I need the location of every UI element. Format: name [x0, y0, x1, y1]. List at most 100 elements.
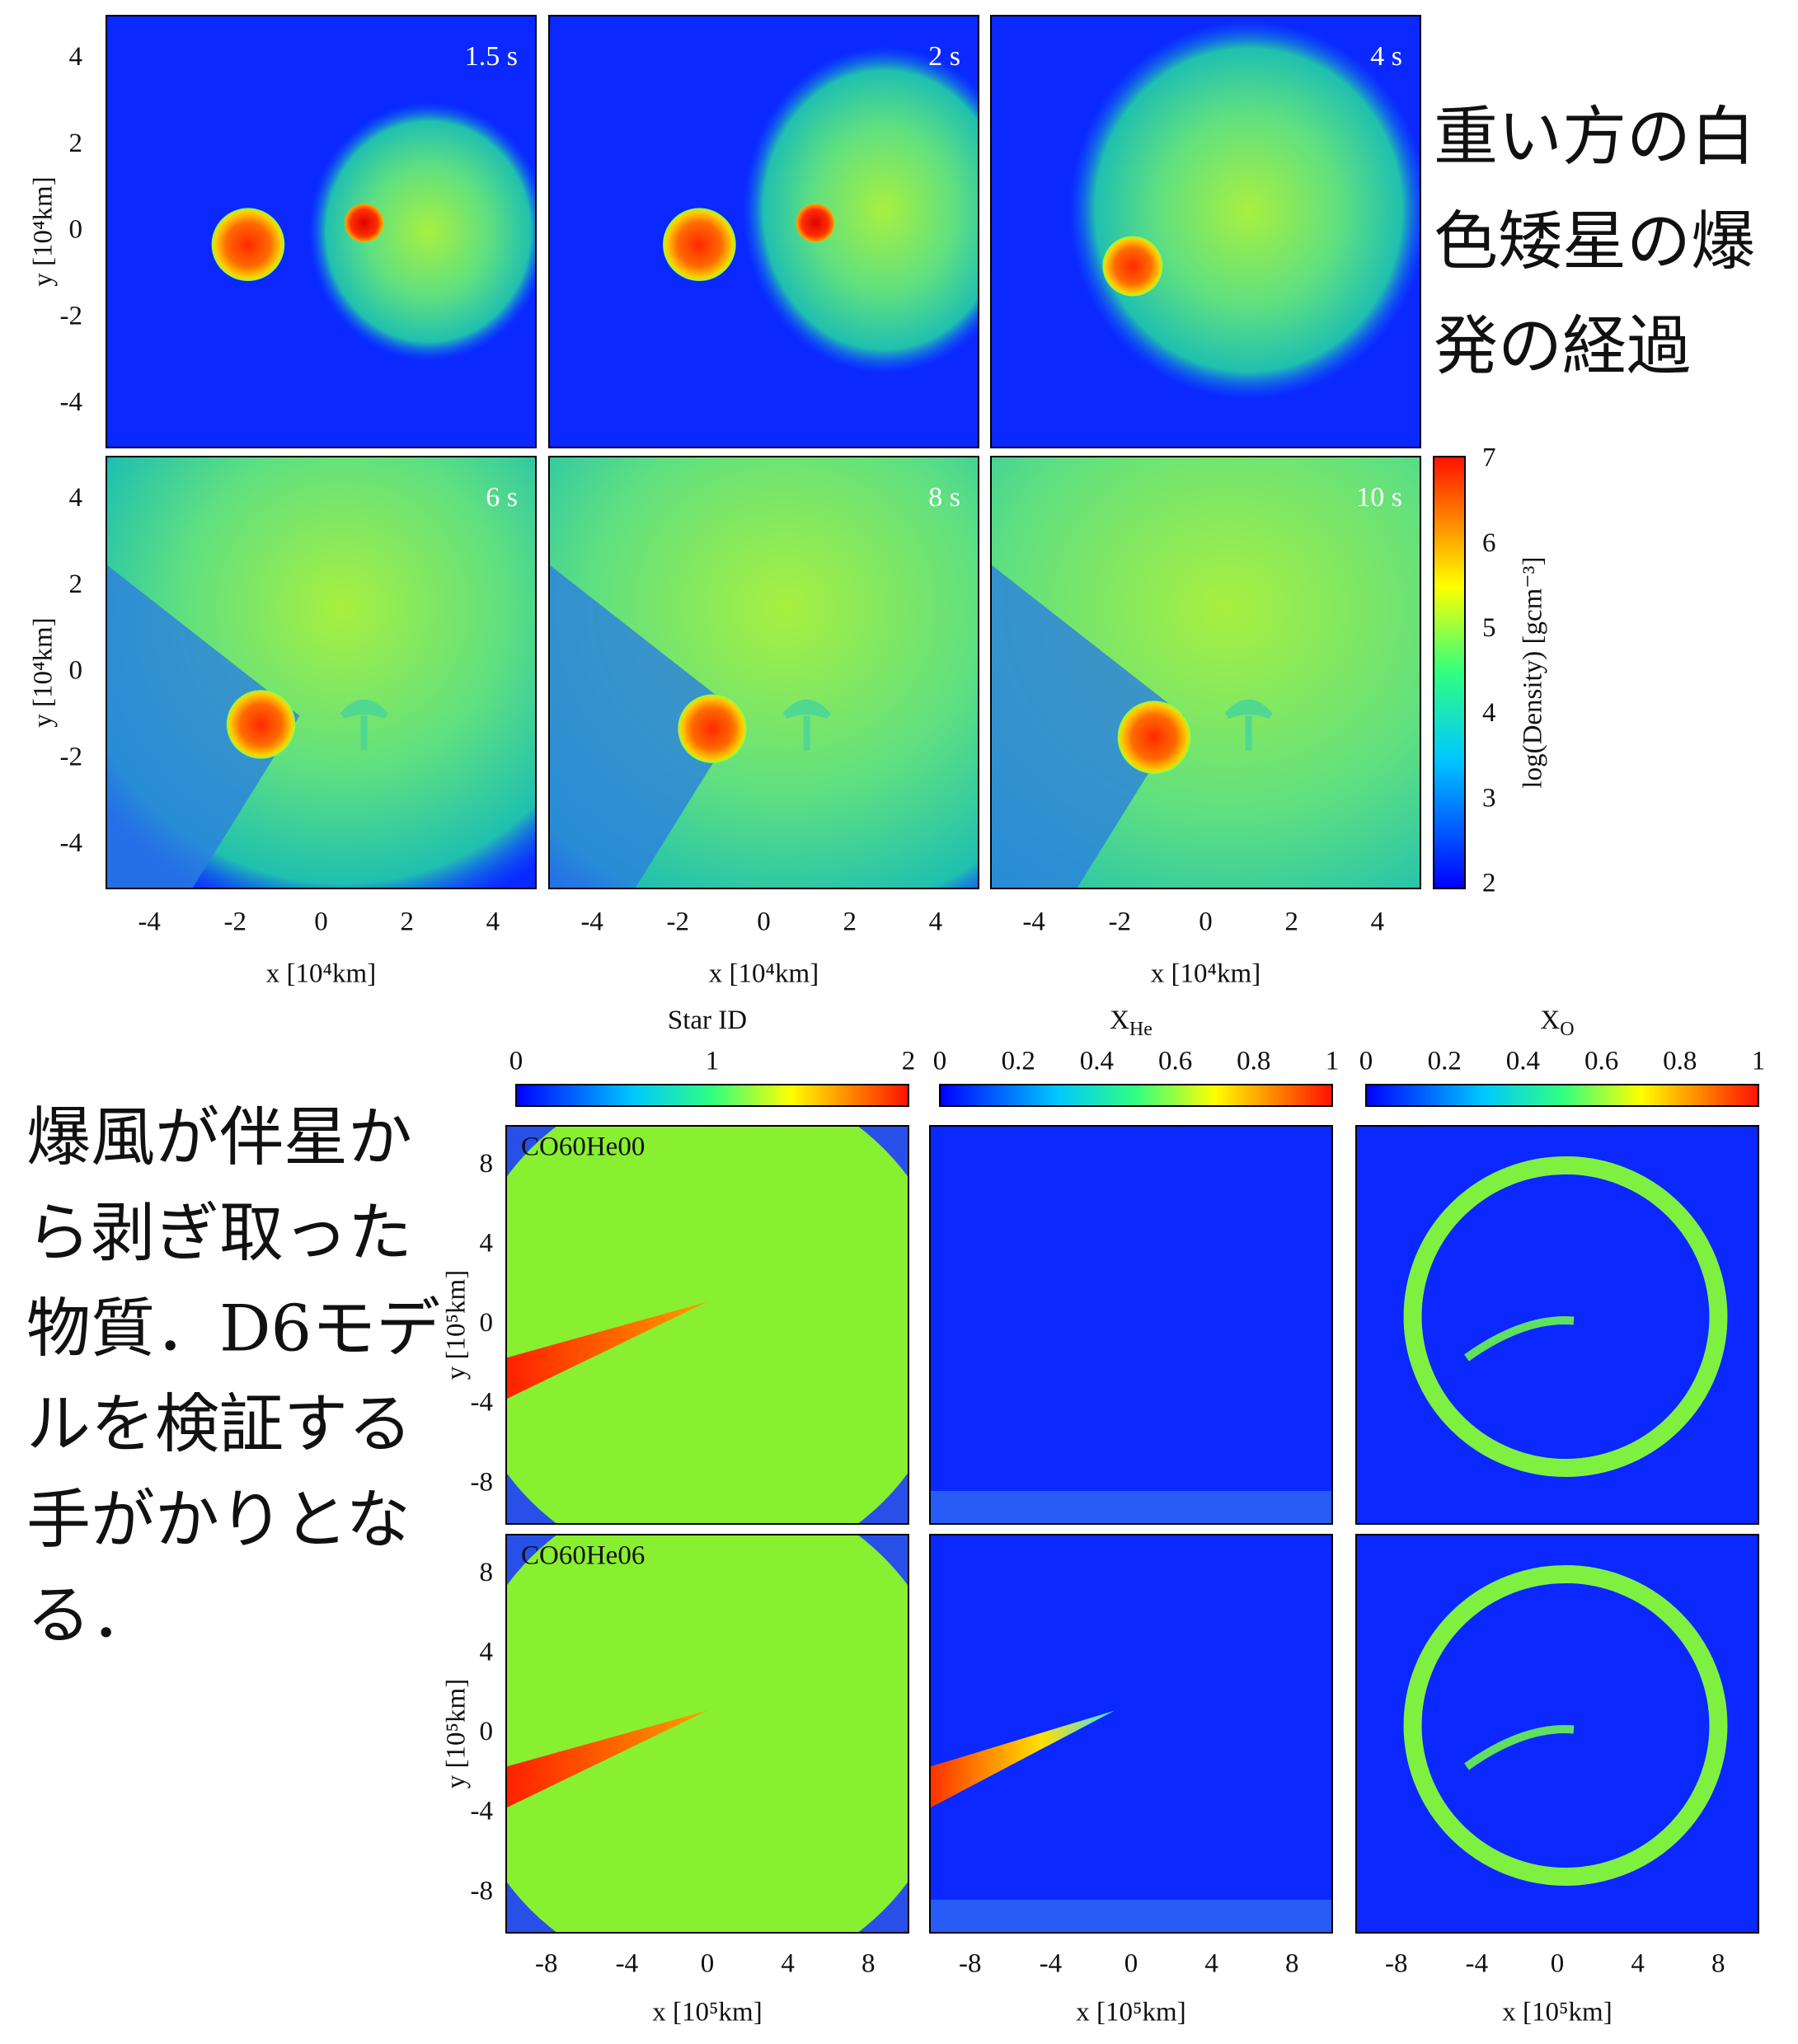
density-panel: 4 s	[991, 16, 1429, 448]
composition-panel	[930, 1535, 1332, 1933]
y-tick-label: -8	[471, 1876, 494, 1906]
title-main: Star ID	[668, 1006, 747, 1035]
y-tick-label: 8	[480, 1558, 494, 1587]
colorbar-tick-label: 5	[1482, 613, 1496, 643]
y-tick-label: -4	[471, 1797, 494, 1826]
noise-band	[930, 1900, 1332, 1933]
x-tick-label: 0	[1199, 907, 1213, 937]
y-tick-label: 0	[69, 656, 83, 686]
colorbar-tick-label: 7	[1482, 443, 1496, 473]
composition-panel: CO60He06	[458, 1484, 956, 1983]
colorbar-tick-label: 1	[1752, 1047, 1766, 1076]
exploding-core	[796, 204, 835, 242]
caption-line: 発の経過	[1434, 310, 1691, 384]
x-axis-label: x [10⁴km]	[709, 959, 819, 989]
x-tick-label: -4	[616, 1949, 639, 1979]
x-tick-label: 4	[1371, 907, 1385, 937]
colorbar-tick-label: 3	[1482, 783, 1496, 813]
time-label: 4 s	[1370, 41, 1402, 72]
title-sub: He	[1129, 1019, 1153, 1040]
colorbar-tick-label: 6	[1482, 528, 1496, 558]
figure: 1.5 s2 s4 s6 s8 s10 s420-2-4y [10⁴km]420…	[0, 0, 1798, 2044]
x-axis-label: x [10⁴km]	[1151, 959, 1260, 989]
exploding-core	[345, 204, 383, 242]
colorbar-tick-label: 0.6	[1584, 1047, 1618, 1076]
model-label: CO60He00	[521, 1132, 645, 1162]
colorbar-tick-label: 0.2	[1428, 1047, 1462, 1076]
panel-content	[1068, 20, 1429, 400]
colorbar	[940, 1085, 1332, 1106]
y-tick-label: 4	[69, 483, 83, 513]
x-tick-label: 0	[701, 1949, 715, 1979]
x-tick-label: 2	[400, 907, 414, 937]
caption-line: 色矮星の爆	[1434, 205, 1755, 279]
companion-star	[1118, 701, 1191, 774]
y-tick-label: -4	[471, 1388, 494, 1418]
y-axis-label: y [10⁴km]	[29, 176, 59, 286]
colorbar-label: log(Density) [gcm⁻³]	[1519, 556, 1548, 788]
colorbar-tick-label: 0.8	[1663, 1047, 1697, 1076]
y-tick-label: -2	[60, 301, 83, 331]
title-main: X	[1540, 1006, 1560, 1035]
x-tick-label: -4	[1040, 1949, 1063, 1979]
x-tick-label: -8	[1385, 1949, 1408, 1979]
x-axis-label: x [10⁵km]	[1502, 1998, 1612, 2028]
companion-star	[678, 694, 746, 762]
density-panel: 2 s	[549, 16, 1026, 448]
density-panel: 1.5 s	[106, 16, 549, 448]
colorbar-title: XHe	[1110, 1006, 1153, 1040]
y-tick-label: 4	[480, 1228, 494, 1258]
x-tick-label: 0	[1124, 1949, 1138, 1979]
y-axis-label: y [10⁴km]	[29, 617, 59, 727]
x-tick-label: -2	[667, 907, 690, 937]
y-tick-label: -4	[60, 387, 83, 417]
x-tick-label: -4	[138, 907, 161, 937]
y-tick-label: 2	[69, 570, 83, 599]
colorbar-tick-label: 1	[1326, 1047, 1340, 1076]
y-tick-label: 4	[480, 1637, 494, 1667]
colorbar-tick-label: 0.6	[1158, 1047, 1192, 1076]
panel-background	[930, 1535, 1332, 1933]
composition-panel	[1356, 1535, 1758, 1933]
x-tick-label: 8	[1285, 1949, 1299, 1979]
y-tick-label: 8	[480, 1149, 494, 1179]
composition-panel	[930, 1126, 1332, 1524]
y-tick-label: -2	[60, 742, 83, 771]
colorbar-tick-label: 0	[933, 1047, 947, 1076]
x-tick-label: 8	[861, 1949, 876, 1979]
colorbar-tick-label: 0	[1359, 1047, 1373, 1076]
colorbar-tick-label: 0.4	[1080, 1047, 1114, 1076]
x-axis-label: x [10⁵km]	[1076, 1998, 1185, 2028]
time-label: 2 s	[928, 41, 960, 72]
x-tick-label: -4	[1022, 907, 1045, 937]
composition-panel: CO60He00	[458, 1076, 956, 1574]
x-tick-label: 2	[843, 907, 857, 937]
x-tick-label: 4	[781, 1949, 795, 1979]
colorbar-tick-label: 0.8	[1237, 1047, 1270, 1076]
y-axis-label: y [10⁵km]	[442, 1270, 472, 1380]
x-tick-label: 4	[1631, 1949, 1645, 1979]
time-label: 6 s	[486, 482, 518, 513]
x-axis-label: x [10⁴km]	[266, 959, 376, 989]
panel-content	[1356, 1126, 1758, 1524]
companion-star	[227, 690, 295, 758]
panel-content	[1356, 1535, 1758, 1933]
caption-line: ら剥ぎ取った	[26, 1197, 412, 1271]
caption-line: 爆風が伴星か	[26, 1101, 412, 1175]
colorbar-tick-label: 0.4	[1506, 1047, 1540, 1076]
y-tick-label: 4	[69, 42, 83, 72]
ejecta-cloud	[1068, 20, 1429, 400]
x-tick-label: 2	[1284, 907, 1298, 937]
colorbar	[516, 1085, 908, 1106]
x-axis-label: x [10⁵km]	[652, 1998, 762, 2028]
colorbar-title: Star ID	[668, 1006, 747, 1035]
caption-line: 重い方の白	[1434, 101, 1755, 175]
panel-content	[930, 1126, 1332, 1524]
companion-star	[663, 208, 736, 281]
noise-band	[930, 1491, 1332, 1524]
x-tick-label: -2	[1109, 907, 1132, 937]
y-tick-label: 0	[69, 215, 83, 245]
time-label: 8 s	[928, 482, 960, 513]
x-tick-label: -4	[1466, 1949, 1489, 1979]
x-tick-label: 4	[929, 907, 943, 937]
